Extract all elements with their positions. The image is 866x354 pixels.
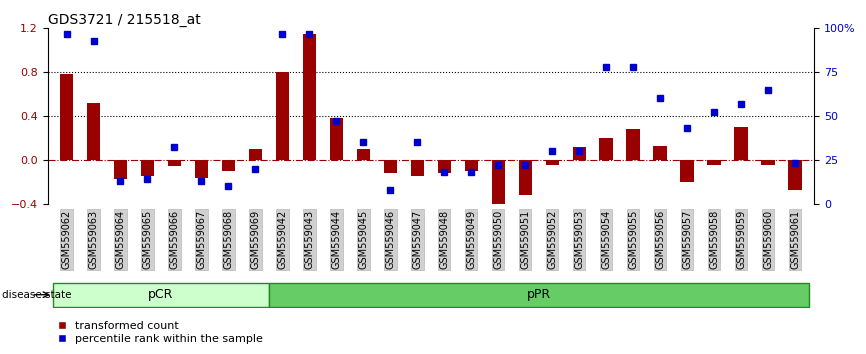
Bar — [734, 127, 748, 160]
Bar — [572, 147, 586, 160]
Bar — [302, 34, 316, 160]
Bar — [330, 118, 343, 160]
Bar — [60, 74, 74, 160]
Bar — [681, 160, 694, 182]
Legend: transformed count, percentile rank within the sample: transformed count, percentile rank withi… — [53, 316, 268, 348]
Bar — [410, 160, 424, 176]
Bar — [357, 149, 370, 160]
Bar — [788, 160, 802, 190]
Bar — [222, 160, 236, 171]
Bar — [708, 160, 721, 165]
Text: pPR: pPR — [527, 288, 551, 301]
Bar — [168, 160, 181, 166]
Bar — [437, 160, 451, 173]
Bar — [249, 149, 262, 160]
Bar — [654, 145, 667, 160]
Text: disease state: disease state — [2, 290, 71, 300]
Bar — [546, 160, 559, 165]
Bar — [384, 160, 397, 173]
Text: pCR: pCR — [148, 288, 174, 301]
Bar — [492, 160, 505, 209]
Bar — [195, 160, 208, 178]
Bar — [599, 138, 613, 160]
Text: GDS3721 / 215518_at: GDS3721 / 215518_at — [48, 13, 200, 27]
Bar — [761, 160, 775, 165]
Bar — [464, 160, 478, 171]
Bar — [113, 160, 127, 179]
Bar — [53, 283, 269, 307]
Bar — [269, 283, 809, 307]
Bar — [141, 160, 154, 176]
Bar — [519, 160, 532, 195]
Bar — [87, 103, 100, 160]
Bar — [275, 72, 289, 160]
Bar — [626, 129, 640, 160]
